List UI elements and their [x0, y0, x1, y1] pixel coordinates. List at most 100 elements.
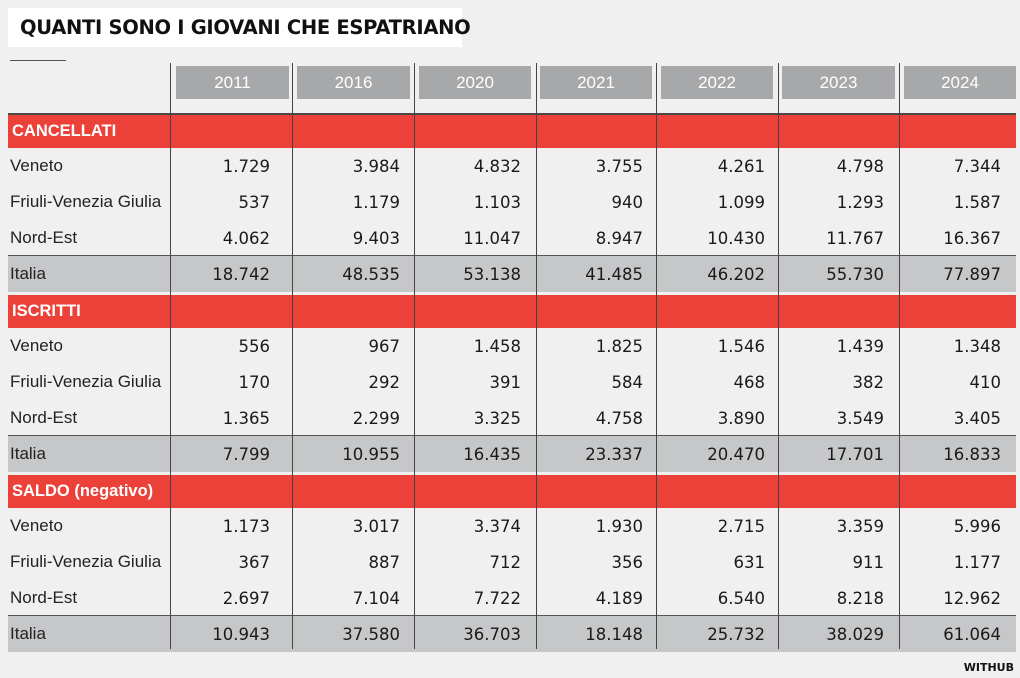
value-cell-2020: 7.722	[473, 588, 521, 608]
value-cell-2024: 77.897	[943, 264, 1001, 284]
value-cell-2016: 3.984	[352, 156, 400, 176]
row-label: Italia	[10, 264, 46, 283]
value-cell-2022: 25.732	[707, 624, 765, 644]
value-cell-2016: 2.299	[352, 408, 400, 428]
value-cell-2020: 16.435	[463, 444, 521, 464]
value-cell-2011: 18.742	[212, 264, 270, 284]
value-cell-2024: 5.996	[953, 516, 1001, 536]
value-cell-2022: 2.715	[717, 516, 765, 536]
table-row: Nord-Est 4.062 9.403 11.047 8.947 10.430 11.76…	[8, 220, 1016, 256]
table-row: Veneto 1.729 3.984 4.832 3.755 4.261 4.798 7.34…	[8, 148, 1016, 184]
value-cell-2023: 911	[852, 552, 885, 572]
column-divider	[536, 63, 537, 649]
value-cell-2022: 1.099	[717, 192, 765, 212]
column-divider	[170, 63, 171, 649]
value-cell-2022: 6.540	[717, 588, 765, 608]
value-cell-2022: 1.546	[717, 336, 765, 356]
value-cell-2023: 1.439	[836, 336, 884, 356]
value-cell-2011: 10.943	[212, 624, 270, 644]
value-cell-2024: 1.177	[953, 552, 1001, 572]
total-row: Italia 10.943 37.580 36.703 18.148 25.732 38.0…	[8, 616, 1016, 652]
value-cell-2020: 4.832	[473, 156, 521, 176]
value-cell-2011: 1.365	[222, 408, 270, 428]
row-label: Friuli-Venezia Giulia	[10, 372, 162, 391]
title-box: QUANTI SONO I GIOVANI CHE ESPATRIANO	[8, 8, 471, 47]
table-row: Friuli-Venezia Giulia 170 292 391 584 468 382 4…	[8, 364, 1016, 400]
year-header-2024: 2024	[904, 66, 1016, 99]
value-cell-2020: 1.458	[473, 336, 521, 356]
section-label: CANCELLATI	[12, 122, 117, 140]
value-cell-2021: 940	[611, 192, 644, 212]
column-divider	[292, 63, 293, 649]
header-rule	[8, 113, 1016, 115]
source-credit: WITHUB	[963, 661, 1014, 674]
row-label: Nord-Est	[10, 588, 78, 607]
value-cell-2021: 8.947	[595, 228, 643, 248]
value-cell-2021: 4.758	[595, 408, 643, 428]
row-label: Italia	[10, 444, 46, 463]
row-label: Veneto	[10, 336, 63, 355]
year-header-2020: 2020	[419, 66, 531, 99]
year-header-2021: 2021	[540, 66, 652, 99]
year-header-2022: 2022	[661, 66, 773, 99]
value-cell-2024: 3.405	[953, 408, 1001, 428]
value-cell-2011: 4.062	[222, 228, 270, 248]
page-title: QUANTI SONO I GIOVANI CHE ESPATRIANO	[20, 16, 471, 39]
value-cell-2020: 11.047	[463, 228, 521, 248]
row-label: Italia	[10, 624, 46, 643]
table-row: Nord-Est 1.365 2.299 3.325 4.758 3.890 3.549 3.…	[8, 400, 1016, 436]
value-cell-2023: 11.767	[826, 228, 884, 248]
total-row: Italia 7.799 10.955 16.435 23.337 20.470 17.70…	[8, 436, 1016, 472]
value-cell-2011: 537	[238, 192, 271, 212]
value-cell-2021: 356	[611, 552, 644, 572]
row-label: Nord-Est	[10, 228, 78, 247]
row-label: Veneto	[10, 516, 63, 535]
value-cell-2021: 41.485	[585, 264, 643, 284]
table-row: Friuli-Venezia Giulia 367 887 712 356 631 911 1…	[8, 544, 1016, 580]
value-cell-2016: 3.017	[352, 516, 400, 536]
value-cell-2011: 170	[238, 372, 271, 392]
value-cell-2011: 2.697	[222, 588, 270, 608]
value-cell-2023: 4.798	[836, 156, 884, 176]
value-cell-2016: 7.104	[352, 588, 400, 608]
row-label: Nord-Est	[10, 408, 78, 427]
value-cell-2024: 7.344	[953, 156, 1001, 176]
value-cell-2023: 3.359	[836, 516, 884, 536]
value-cell-2022: 3.890	[717, 408, 765, 428]
value-cell-2021: 584	[611, 372, 644, 392]
value-cell-2022: 468	[733, 372, 766, 392]
value-cell-2011: 367	[238, 552, 271, 572]
value-cell-2020: 53.138	[463, 264, 521, 284]
value-cell-2022: 631	[733, 552, 766, 572]
value-cell-2016: 9.403	[352, 228, 400, 248]
column-divider	[778, 63, 779, 649]
value-cell-2021: 1.825	[595, 336, 643, 356]
value-cell-2024: 1.587	[953, 192, 1001, 212]
section-header: SALDO (negativo)	[8, 475, 1016, 508]
value-cell-2011: 7.799	[222, 444, 270, 464]
section-header: ISCRITTI	[8, 295, 1016, 328]
value-cell-2016: 967	[368, 336, 401, 356]
section-header: CANCELLATI	[8, 115, 1016, 148]
value-cell-2023: 17.701	[826, 444, 884, 464]
column-divider	[899, 63, 900, 649]
value-cell-2021: 23.337	[585, 444, 643, 464]
value-cell-2021: 3.755	[595, 156, 643, 176]
value-cell-2020: 36.703	[463, 624, 521, 644]
value-cell-2022: 10.430	[707, 228, 765, 248]
value-cell-2020: 3.325	[473, 408, 521, 428]
value-cell-2011: 556	[238, 336, 271, 356]
table-row: Nord-Est 2.697 7.104 7.722 4.189 6.540 8.218 12…	[8, 580, 1016, 616]
table-row: Friuli-Venezia Giulia 537 1.179 1.103 940 1.0…	[8, 184, 1016, 220]
value-cell-2023: 3.549	[836, 408, 884, 428]
value-cell-2020: 391	[489, 372, 522, 392]
value-cell-2023: 1.293	[836, 192, 884, 212]
value-cell-2024: 12.962	[943, 588, 1001, 608]
value-cell-2016: 10.955	[342, 444, 400, 464]
row-label: Friuli-Venezia Giulia	[10, 192, 162, 211]
title-rule	[10, 60, 66, 61]
value-cell-2016: 887	[368, 552, 401, 572]
column-divider	[414, 63, 415, 649]
row-label: Veneto	[10, 156, 63, 175]
value-cell-2021: 1.930	[595, 516, 643, 536]
